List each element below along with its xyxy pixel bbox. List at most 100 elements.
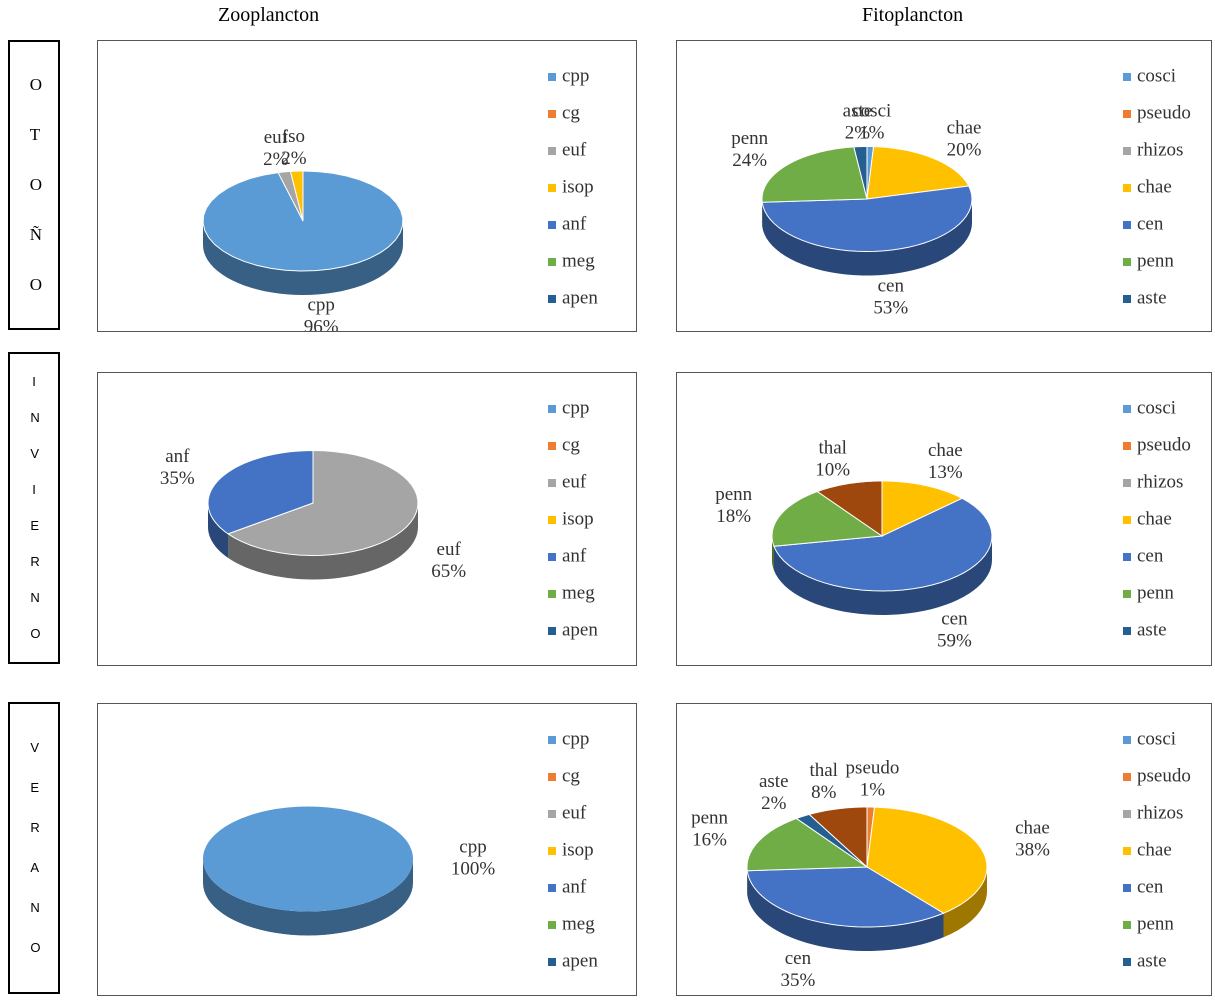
data-label: 100% bbox=[451, 858, 496, 879]
slice-label-name: penn bbox=[731, 128, 768, 149]
legend-label: rhizos bbox=[1137, 802, 1183, 823]
legend-label: meg bbox=[562, 913, 595, 934]
legend-label: cosci bbox=[1137, 65, 1176, 86]
legend-label: cg bbox=[562, 434, 580, 455]
legend-label: cpp bbox=[562, 65, 589, 86]
legend-label: apen bbox=[562, 287, 598, 308]
slice-label-name: iso bbox=[283, 126, 305, 147]
legend-label: penn bbox=[1137, 250, 1174, 271]
legend-swatch bbox=[1123, 736, 1131, 744]
data-label: 10% bbox=[815, 460, 850, 481]
legend-label: isop bbox=[562, 508, 594, 529]
legend-swatch bbox=[1123, 147, 1131, 155]
slice-label-name: euf bbox=[437, 539, 462, 560]
legend-swatch bbox=[548, 921, 556, 929]
legend-swatch bbox=[1123, 921, 1131, 929]
slice-label-name: chae bbox=[928, 440, 963, 461]
legend-label: chae bbox=[1137, 508, 1172, 529]
legend-label: chae bbox=[1137, 176, 1172, 197]
legend-label: rhizos bbox=[1137, 471, 1183, 492]
slice-label-name: chae bbox=[1015, 817, 1050, 838]
pie-chart: chae13%cen59%penn18%thal10%coscipseudorh… bbox=[677, 373, 1211, 665]
legend-label: meg bbox=[562, 582, 595, 603]
legend-label: euf bbox=[562, 471, 587, 492]
legend-label: isop bbox=[562, 839, 594, 860]
legend-label: penn bbox=[1137, 582, 1174, 603]
legend-swatch bbox=[1123, 958, 1131, 966]
slice-label-name: cen bbox=[878, 276, 905, 297]
legend-swatch bbox=[1123, 258, 1131, 266]
legend-swatch bbox=[548, 553, 556, 561]
row-label-box: INVIERNO bbox=[8, 352, 60, 664]
legend-label: cosci bbox=[1137, 397, 1176, 418]
legend-label: apen bbox=[562, 619, 598, 640]
legend-label: cpp bbox=[562, 397, 589, 418]
legend-label: pseudo bbox=[1137, 765, 1191, 786]
legend-swatch bbox=[548, 516, 556, 524]
legend-swatch bbox=[548, 627, 556, 635]
data-label: 2% bbox=[845, 122, 871, 143]
legend-swatch bbox=[1123, 810, 1131, 818]
slice-label-name: cen bbox=[785, 948, 812, 969]
legend-swatch bbox=[548, 258, 556, 266]
slice-label-name: chae bbox=[947, 118, 982, 139]
legend-swatch bbox=[1123, 73, 1131, 81]
legend-swatch bbox=[548, 73, 556, 81]
data-label: 35% bbox=[780, 970, 815, 991]
data-label: 16% bbox=[692, 829, 727, 850]
slice-label-name: aste bbox=[843, 100, 873, 121]
legend-swatch bbox=[1123, 553, 1131, 561]
legend-swatch bbox=[1123, 847, 1131, 855]
slice-label-name: thal bbox=[818, 438, 847, 459]
legend-swatch bbox=[548, 884, 556, 892]
row-label: INVIERNO bbox=[30, 364, 37, 652]
data-label: 2% bbox=[281, 148, 307, 169]
data-label: 96% bbox=[304, 316, 339, 331]
slice-label-name: pseudo bbox=[846, 757, 900, 778]
legend-label: cg bbox=[562, 765, 580, 786]
legend-swatch bbox=[1123, 110, 1131, 118]
row-label: VERANO bbox=[30, 728, 37, 968]
legend-swatch bbox=[1123, 184, 1131, 192]
legend-label: cen bbox=[1137, 213, 1164, 234]
legend-label: aste bbox=[1137, 950, 1167, 971]
data-label: 1% bbox=[860, 779, 886, 800]
data-label: 35% bbox=[160, 468, 195, 489]
legend-label: aste bbox=[1137, 287, 1167, 308]
legend-label: isop bbox=[562, 176, 594, 197]
data-label: 13% bbox=[928, 462, 963, 483]
row-label-box: VERANO bbox=[8, 702, 60, 994]
legend-swatch bbox=[1123, 442, 1131, 450]
legend-swatch bbox=[1123, 773, 1131, 781]
legend-swatch bbox=[548, 590, 556, 598]
slice-label-name: aste bbox=[759, 771, 789, 792]
slice bbox=[203, 807, 413, 912]
legend-label: aste bbox=[1137, 619, 1167, 640]
data-label: 65% bbox=[431, 561, 466, 582]
slice-label-name: cpp bbox=[459, 836, 486, 857]
legend-swatch bbox=[1123, 627, 1131, 635]
data-label: 18% bbox=[716, 506, 751, 527]
legend-swatch bbox=[548, 442, 556, 450]
legend-swatch bbox=[1123, 884, 1131, 892]
legend-label: meg bbox=[562, 250, 595, 271]
legend-swatch bbox=[548, 405, 556, 413]
legend-label: cosci bbox=[1137, 728, 1176, 749]
legend-swatch bbox=[548, 736, 556, 744]
legend-label: pseudo bbox=[1137, 434, 1191, 455]
slice-label-name: anf bbox=[165, 446, 190, 467]
slice-label-name: cpp bbox=[307, 294, 334, 315]
row-label-box: OTOÑO bbox=[8, 40, 60, 330]
legend-swatch bbox=[548, 221, 556, 229]
legend-swatch bbox=[1123, 479, 1131, 487]
legend-label: euf bbox=[562, 139, 587, 160]
legend-label: apen bbox=[562, 950, 598, 971]
